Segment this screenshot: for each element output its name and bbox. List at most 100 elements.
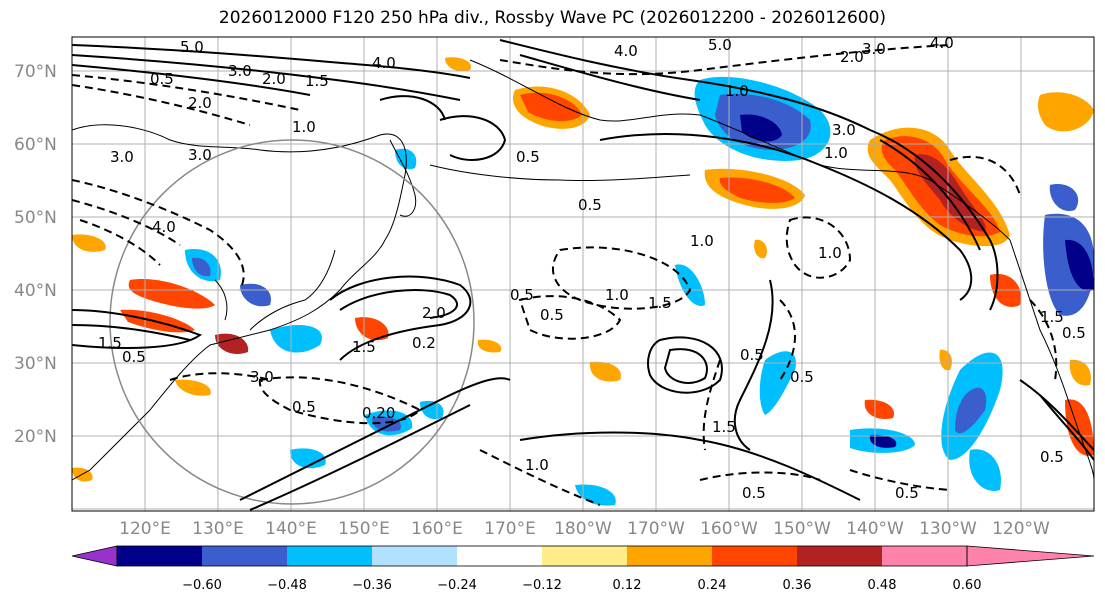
- contour-label: 2.0: [840, 48, 864, 66]
- contour-dashed: [518, 295, 622, 340]
- contour-label: 0.5: [790, 368, 814, 386]
- contour-solid: [239, 377, 511, 501]
- contour-label: 3.0: [250, 368, 274, 386]
- positive-shading: [1037, 92, 1094, 132]
- contour-label: 1.0: [525, 456, 549, 474]
- positive-shading: [215, 333, 249, 355]
- contour-solid: [1039, 394, 1094, 461]
- contour-dashed: [72, 179, 245, 291]
- contour-label: 5.0: [180, 38, 204, 56]
- positive-shading: [175, 379, 211, 396]
- coastline-japan: [249, 249, 336, 331]
- negative-shading: [240, 283, 271, 307]
- negative-shading: [290, 448, 326, 469]
- colorbar-segment: [287, 546, 372, 566]
- contour-solid: [72, 54, 461, 101]
- contour-label: 2.0: [262, 70, 286, 88]
- contour-label: 1.0: [818, 244, 842, 262]
- colorbar-segment: [882, 546, 967, 566]
- contour-dashed: [702, 359, 721, 451]
- colorbar-tick-label: −0.60: [182, 578, 222, 593]
- negative-shading: [740, 114, 782, 142]
- positive-shading: [445, 57, 471, 72]
- lon-label: 150°E: [338, 519, 390, 539]
- contour-label: 3.0: [228, 62, 252, 80]
- positive-shading: [72, 234, 106, 252]
- contour-label: 0.5: [292, 398, 316, 416]
- contour-solid: [329, 275, 472, 361]
- contour-dashed: [479, 449, 601, 506]
- contour-label: 0.5: [516, 148, 540, 166]
- colorbar-tick-label: 0.24: [698, 578, 727, 593]
- coastline-kamchatka: [389, 139, 417, 217]
- contour-dashed: [258, 376, 422, 425]
- contour-label: 1.0: [292, 118, 316, 136]
- contour-label: 0.5: [150, 70, 174, 88]
- contour-solid: [499, 39, 871, 131]
- contour-dashed: [779, 299, 796, 381]
- contour-label: 3.0: [110, 148, 134, 166]
- colorbar-tick-label: 0.36: [783, 578, 812, 593]
- contour-label: 1.5: [98, 334, 122, 352]
- contour-dashed: [79, 219, 161, 266]
- lon-label: 120°E: [119, 519, 171, 539]
- contour-label: 0.5: [578, 196, 602, 214]
- colorbar-segment: [542, 546, 627, 566]
- contour-solid: [249, 404, 471, 511]
- contour-label: 4.0: [152, 218, 176, 236]
- positive-shading: [1069, 359, 1091, 386]
- negative-shading: [1049, 184, 1079, 211]
- latitude-labels: 70°N 60°N 50°N 40°N 30°N 20°N: [14, 62, 57, 447]
- colorbar-segment: [797, 546, 882, 566]
- contour-label: 3.0: [832, 121, 856, 139]
- colorbar: −0.60 −0.48 −0.36 −0.24 −0.12 0.12 0.24 …: [71, 545, 1095, 593]
- contour-dashed: [499, 44, 951, 76]
- contour-label: 0.5: [895, 484, 919, 502]
- colorbar-extend-low: [71, 545, 118, 567]
- contour-solid: [439, 115, 507, 161]
- lon-label: 120°W: [992, 519, 1050, 539]
- negative-shading: [575, 484, 616, 506]
- contour-label: 3.0: [188, 146, 212, 164]
- lon-label: 140°E: [265, 519, 317, 539]
- contour-solid: [599, 133, 973, 301]
- positive-shading: [477, 339, 502, 353]
- contour-solid: [869, 129, 999, 311]
- coastline-asia: [72, 124, 407, 481]
- contour-dashed: [785, 216, 852, 279]
- contour-label: 0.5: [740, 346, 764, 364]
- contour-label: 1.0: [725, 82, 749, 100]
- contour-solid: [1019, 379, 1094, 451]
- colorbar-frame: [116, 545, 968, 567]
- contour-label: 1.5: [648, 294, 672, 312]
- positive-shading: [939, 349, 952, 371]
- map-title: 2026012000 F120 250 hPa div., Rossby Wav…: [218, 8, 887, 28]
- contour-solid: [72, 64, 311, 96]
- contour-dashed: [72, 84, 251, 126]
- positive-shading: [719, 177, 795, 203]
- positive-shading: [754, 239, 767, 259]
- negative-shading: [395, 148, 417, 170]
- contour-label: 4.0: [930, 34, 954, 52]
- contour-label: 0.5: [510, 286, 534, 304]
- lon-label: 160°E: [411, 519, 463, 539]
- map-frame: [71, 36, 1095, 512]
- lat-label: 30°N: [14, 354, 57, 374]
- contour-label: 5.0: [708, 36, 732, 54]
- colorbar-tick-label: 0.12: [613, 578, 642, 593]
- colorbar-tick-label: −0.12: [522, 578, 562, 593]
- lon-label: 160°W: [700, 519, 758, 539]
- reference-circle: [109, 139, 475, 505]
- colorbar-tick-label: −0.24: [437, 578, 477, 593]
- lon-label: 140°W: [846, 519, 904, 539]
- negative-shading: [420, 400, 444, 420]
- negative-shading: [869, 434, 897, 448]
- contour-label: 1.5: [352, 338, 376, 356]
- colorbar-tick-label: 0.60: [953, 578, 982, 593]
- lat-label: 40°N: [14, 281, 57, 301]
- contour-label: 0.5: [742, 484, 766, 502]
- colorbar-tick-label: −0.36: [352, 578, 392, 593]
- coastline-aleutians: [429, 164, 691, 182]
- lon-label: 180°W: [554, 519, 612, 539]
